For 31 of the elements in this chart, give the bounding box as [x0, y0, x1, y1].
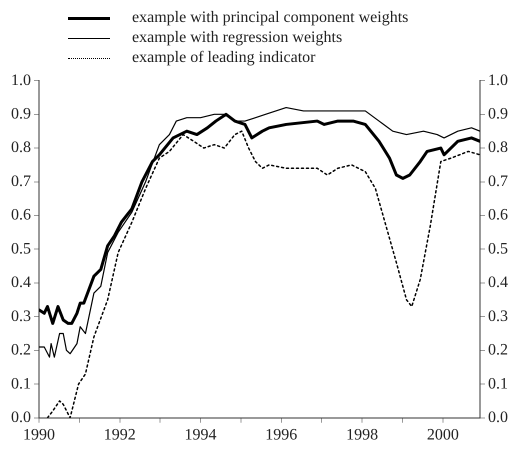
y-tick-label: 0.9 [11, 106, 31, 123]
legend-label: example of leading indicator [132, 49, 316, 67]
legend-label: example with principal component weights [132, 9, 408, 27]
y-tick-label: 0.5 [11, 240, 31, 258]
x-tick-label: 1992 [104, 426, 136, 444]
y2-tick-label: 0.6 [488, 206, 508, 224]
y-tick-label: 0.3 [11, 308, 31, 325]
y-tick-label: 1.0 [11, 72, 31, 89]
y2-tick-label: 1.0 [488, 72, 508, 89]
x-tick-label: 1998 [346, 426, 378, 444]
y2-tick-label: 0.8 [488, 139, 508, 156]
y2-tick-label: 0.0 [488, 409, 508, 426]
x-tick-label: 1996 [265, 426, 298, 444]
y-tick-label: 0.2 [11, 342, 31, 359]
y-tick-label: 0.4 [11, 274, 31, 292]
y2-tick-label: 0.5 [488, 240, 508, 258]
y-tick-label: 0.1 [11, 375, 31, 392]
y2-tick-label: 0.4 [488, 274, 508, 292]
y2-tick-label: 0.7 [488, 172, 508, 190]
y-tick-label: 0.8 [11, 139, 31, 156]
x-tick-label: 2000 [426, 426, 459, 444]
legend-label: example with regression weights [132, 29, 342, 47]
x-tick-label: 1994 [184, 426, 217, 444]
y2-tick-label: 0.1 [488, 375, 508, 392]
y2-tick-label: 0.2 [488, 342, 508, 359]
x-tick-label: 1990 [23, 426, 55, 444]
y-tick-label: 0.0 [11, 409, 31, 426]
y2-tick-label: 0.9 [488, 106, 508, 123]
y-tick-label: 0.6 [11, 206, 31, 224]
y2-tick-label: 0.3 [488, 308, 508, 325]
y-tick-label: 0.7 [11, 172, 31, 190]
